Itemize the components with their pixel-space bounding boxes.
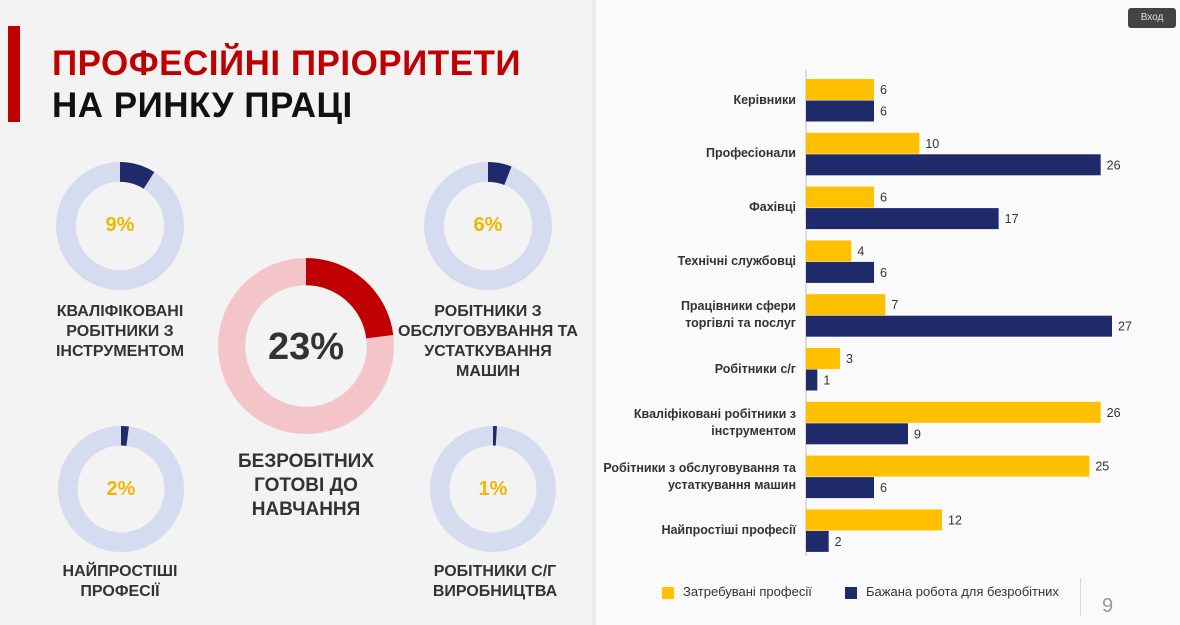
bar-category-label: Найпростіші професії [661,522,796,537]
bar-value-label: 6 [880,105,887,119]
bar-category-label: Професіонали [705,146,796,161]
bar-value-label: 2 [835,535,842,549]
bar-category-label: Технічні службовці [677,253,796,268]
donut-qualified-workers-caption: КВАЛІФІКОВАНІ РОБІТНИКИ З ІНСТРУМЕНТОМ [55,303,185,360]
donut-agro-workers-caption: РОБІТНИКИ С/Г ВИРОБНИЦТВА [432,563,558,600]
bar-value-label: 6 [880,191,887,205]
bar-demanded [806,455,1090,477]
donut-simple-professions-percent: 2% [106,478,136,500]
donut-qualified-workers [56,162,184,290]
bar-category-label: Керівники [733,92,796,107]
donut-agro-workers [430,426,556,552]
bar-value-label: 10 [925,137,939,151]
legend-swatch-desired [845,587,857,599]
bar-value-label: 6 [880,83,887,97]
bar-category-label: Кваліфіковані робітники з інструментом [633,406,796,438]
bar-demanded [806,348,840,369]
donut-machine-operators-arc [487,162,512,186]
bar-demanded [806,401,1101,423]
donut-main-percent: 23% [267,326,345,368]
bar-desired [806,423,908,445]
bar-value-label: 9 [914,427,921,441]
bar-value-label: 25 [1095,460,1109,474]
bar-demanded [806,132,920,154]
donut-main-arc [305,258,394,339]
bar-value-label: 12 [948,513,962,527]
bar-demanded [806,509,942,531]
donut-simple-professions-caption: НАЙПРОСТІШІ ПРОФЕСІЇ [62,563,178,600]
bar-category-label: Працівники сфери торгівлі та послуг [680,299,796,331]
slide-title-line1: ПРОФЕСІЙНІ ПРІОРИТЕТИ [52,44,522,83]
bar-desired [806,208,999,230]
legend-label-demanded: Затребувані професії [683,584,812,599]
slide-title-line2: НА РИНКУ ПРАЦІ [52,86,353,125]
bar-category-label: Фахівці [749,200,796,215]
bar-value-label: 6 [880,266,887,280]
donut-machine-operators [424,162,552,290]
donut-agro-workers-track [430,426,556,552]
bar-value-label: 6 [880,481,887,495]
donut-simple-professions [58,426,184,552]
donut-main-caption: БЕЗРОБІТНИХ ГОТОВІ ДО НАВЧАННЯ [237,451,375,520]
donut-qualified-workers-percent: 9% [105,214,135,236]
bar-desired [806,530,829,552]
bar-value-label: 26 [1107,158,1121,172]
donut-simple-professions-track [58,426,184,552]
bar-desired [806,315,1112,337]
bar-demanded [806,79,874,100]
bar-value-label: 4 [857,244,864,258]
title-accent-bar [8,26,20,122]
donut-qualified-workers-arc [119,162,155,189]
enter-button[interactable]: Вход [1128,8,1176,28]
page-number: 9 [1102,595,1114,617]
bar-desired [806,100,874,122]
legend-swatch-demanded [662,587,674,599]
bar-value-label: 26 [1107,406,1121,420]
bar-value-label: 27 [1118,320,1132,334]
legend-label-desired: Бажана робота для безробітних [866,584,1059,599]
donut-main-unemployed-training [218,258,394,434]
bar-desired [806,369,818,391]
donut-machine-operators-percent: 6% [473,214,503,236]
bar-value-label: 3 [846,352,853,366]
bar-demanded [806,294,886,316]
donut-agro-workers-percent: 1% [478,478,508,500]
footer-divider [1080,578,1081,616]
bar-desired [806,261,874,283]
bar-value-label: 17 [1005,212,1019,226]
bar-desired [806,477,874,499]
bar-demanded [806,186,874,208]
left-panel [0,0,592,625]
bar-desired [806,154,1101,176]
bar-category-label: Робітники с/г [714,361,796,376]
bar-demanded [806,240,852,262]
bar-category-label: Робітники з обслуговування та устаткуван… [603,460,796,492]
bar-value-label: 7 [891,298,898,312]
donut-machine-operators-caption: РОБІТНИКИ З ОБСЛУГОВУВАННЯ ТА УСТАТКУВАН… [398,303,578,380]
bar-value-label: 1 [823,374,830,388]
